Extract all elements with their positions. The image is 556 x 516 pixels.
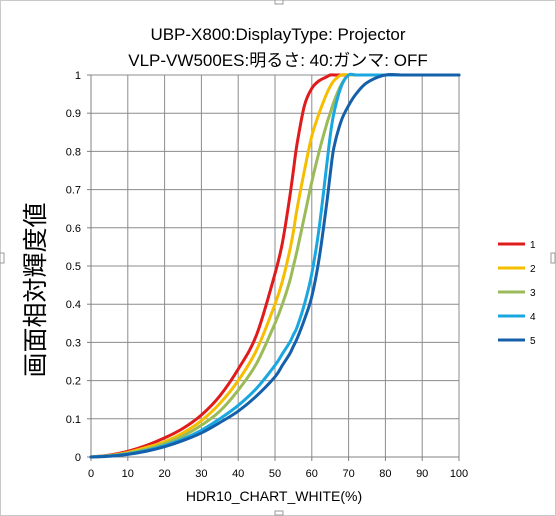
y-tick-label-4: 0.4: [66, 299, 81, 311]
legend-label-5: 5: [530, 336, 536, 347]
series-line-5: [89, 72, 461, 459]
legend-label-1: 1: [530, 240, 536, 251]
resize-handle-right[interactable]: [550, 252, 556, 264]
x-tick-label-6: 60: [306, 468, 318, 480]
x-tick-label-5: 50: [269, 468, 281, 480]
y-tick-label-8: 0.8: [66, 146, 81, 158]
y-tick-label-6: 0.6: [66, 223, 81, 235]
y-tick-label-1: 0.1: [66, 414, 81, 426]
y-tick-label-3: 0.3: [66, 337, 81, 349]
resize-handle-left[interactable]: [0, 252, 5, 264]
chart-subtitle: VLP-VW500ES:明るさ: 40:ガンマ: OFF: [128, 51, 427, 70]
y-tick-label-7: 0.7: [66, 185, 81, 197]
x-tick-label-7: 70: [342, 468, 354, 480]
x-tick-label-10: 100: [450, 468, 468, 480]
legend-label-4: 4: [530, 312, 536, 323]
x-tick-label-0: 0: [88, 468, 94, 480]
y-tick-labels: 0 0.1 0.2 0.3 0.4 0.5 0.6 0.7 0.8 0.9 1: [66, 70, 81, 464]
legend: 1 2 3 4 5: [498, 240, 536, 347]
x-tick-label-8: 80: [379, 468, 391, 480]
legend-label-2: 2: [530, 264, 536, 275]
x-tick-label-1: 10: [122, 468, 134, 480]
x-tick-label-9: 90: [416, 468, 428, 480]
y-tick-label-9: 0.9: [66, 108, 81, 120]
y-tick-label-2: 0.2: [66, 376, 81, 388]
x-tick-label-3: 30: [195, 468, 207, 480]
legend-label-3: 3: [530, 288, 536, 299]
axes: [87, 74, 460, 461]
resize-handle-top[interactable]: [274, 0, 284, 5]
y-tick-label-0: 0: [75, 452, 81, 464]
y-axis-label: 画面相対輝度値: [21, 202, 50, 377]
grid-lines: [90, 74, 460, 458]
x-tick-label-2: 20: [158, 468, 170, 480]
x-tick-labels: 0 10 20 30 40 50 60 70 80 90 100: [88, 468, 468, 480]
series-lines: [89, 72, 461, 459]
x-axis-label: HDR10_CHART_WHITE(%): [186, 488, 362, 504]
resize-handle-bottom[interactable]: [274, 510, 284, 516]
y-tick-label-10: 1: [75, 70, 81, 82]
y-tick-label-5: 0.5: [66, 261, 81, 273]
x-tick-label-4: 40: [232, 468, 244, 480]
chart-title: UBP-X800:DisplayType: Projector: [150, 25, 405, 44]
